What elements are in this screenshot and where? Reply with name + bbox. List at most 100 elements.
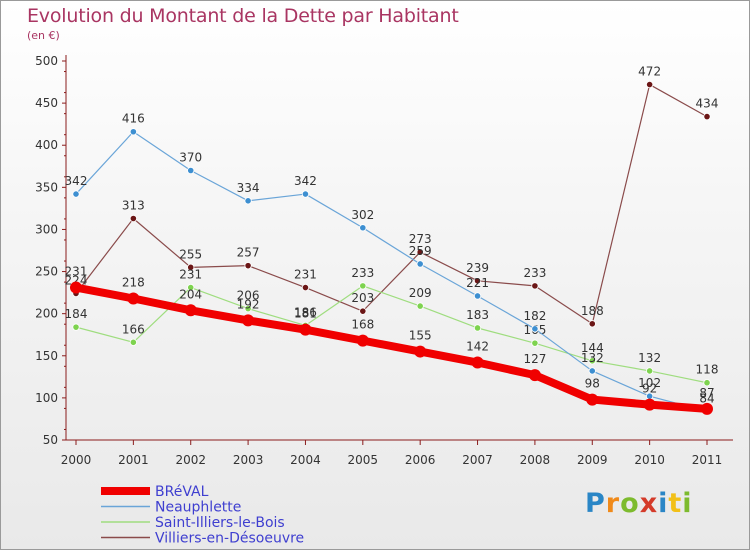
y-tick-label: 250 — [35, 265, 58, 279]
legend-label: Neauphlette — [155, 500, 241, 516]
data-label: 233 — [351, 266, 374, 280]
series-br-val: 231 218 204 192 181 168 155 142 127 98 92 87 — [65, 265, 715, 415]
x-tick-label: 2007 — [462, 453, 493, 467]
data-point — [187, 166, 195, 175]
x-tick-label: 2003 — [233, 453, 264, 467]
data-label: 334 — [237, 181, 260, 195]
data-label: 182 — [523, 309, 546, 323]
data-point — [473, 277, 482, 285]
data-label: 183 — [466, 308, 489, 322]
data-label: 98 — [585, 377, 600, 391]
data-point — [301, 283, 310, 292]
y-tick-label: 200 — [35, 307, 58, 321]
data-label: 416 — [122, 112, 145, 126]
legend-label: Saint-Illiers-le-Bois — [155, 515, 285, 531]
data-label: 257 — [237, 246, 260, 260]
data-label: 342 — [65, 174, 88, 188]
data-label: 155 — [409, 329, 432, 343]
data-point — [643, 398, 656, 411]
data-point — [531, 339, 539, 347]
x-tick-label: 2006 — [405, 453, 436, 467]
y-tick-label: 150 — [35, 349, 58, 363]
data-label: 472 — [638, 65, 661, 79]
data-label: 206 — [237, 289, 260, 303]
data-label: 132 — [581, 351, 604, 365]
data-point — [416, 302, 424, 310]
data-point — [416, 260, 424, 268]
data-label: 259 — [409, 244, 432, 258]
data-point — [471, 356, 484, 369]
data-point — [187, 263, 195, 271]
data-label: 118 — [696, 363, 719, 377]
data-point — [129, 214, 137, 223]
data-point — [359, 307, 367, 315]
data-point — [414, 345, 427, 358]
data-label: 188 — [581, 304, 604, 318]
series-line — [75, 83, 708, 325]
data-label: 84 — [699, 391, 714, 405]
data-label: 166 — [122, 322, 145, 336]
data-point — [70, 281, 82, 294]
data-label: 224 — [65, 273, 88, 287]
x-tick-label: 2002 — [175, 453, 206, 467]
data-point — [244, 305, 252, 313]
data-label: 231 — [294, 268, 317, 282]
data-point — [588, 357, 596, 365]
data-point — [359, 224, 367, 232]
data-point — [588, 367, 596, 375]
data-label: 231 — [65, 265, 88, 279]
y-tick-label: 350 — [35, 180, 58, 194]
y-tick-label: 300 — [35, 222, 58, 236]
data-label: 239 — [466, 261, 489, 275]
series-line — [75, 285, 708, 384]
y-tick-label: 50 — [43, 433, 58, 447]
data-point — [588, 320, 596, 328]
x-tick-label: 2010 — [634, 453, 665, 467]
data-point — [703, 112, 711, 121]
x-tick-label: 2009 — [577, 453, 608, 467]
data-label: 142 — [466, 340, 489, 354]
data-label: 144 — [581, 341, 604, 355]
data-label: 184 — [65, 307, 88, 321]
data-point — [531, 282, 539, 290]
data-point — [416, 248, 424, 256]
data-point — [646, 80, 654, 89]
data-point — [244, 197, 252, 205]
data-label: 221 — [466, 276, 489, 290]
data-point — [187, 283, 195, 292]
data-label: 342 — [294, 174, 317, 188]
data-label: 87 — [699, 386, 714, 400]
data-label: 218 — [122, 276, 145, 290]
legend-item: Neauphlette — [101, 500, 241, 516]
x-tick-label: 2000 — [61, 453, 92, 467]
data-point — [242, 314, 255, 327]
data-label: 434 — [696, 97, 719, 111]
data-label: 181 — [294, 307, 317, 321]
proxiti-logo: Proxiti — [585, 488, 693, 519]
data-label: 186 — [294, 305, 317, 319]
data-label: 255 — [179, 247, 202, 261]
x-tick-label: 2004 — [290, 453, 321, 467]
data-point — [129, 338, 137, 346]
chart-title: Evolution du Montant de la Dette par Hab… — [27, 5, 459, 27]
data-label: 132 — [638, 351, 661, 365]
data-point — [646, 367, 654, 375]
y-tick-label: 100 — [35, 391, 58, 405]
x-tick-label: 2011 — [692, 453, 723, 467]
data-point — [299, 323, 312, 336]
series-neauphlette: 342 416 370 334 342 302 259 221 182 132 102 84 — [65, 112, 715, 415]
data-label: 273 — [409, 232, 432, 246]
legend-item: BRéVAL — [101, 484, 209, 500]
data-label: 302 — [351, 208, 374, 222]
series-villiers-en-d-soeuvre: 224 313 255 257 231 203 273 239 233 188 472 434 — [65, 65, 719, 328]
data-point — [359, 282, 367, 290]
data-point — [528, 369, 541, 382]
data-point — [184, 304, 197, 317]
series-saint-illiers-le-bois: 184166231206186233209183165144132118 — [65, 266, 719, 387]
y-tick-label: 500 — [35, 54, 58, 68]
data-label: 102 — [638, 376, 661, 390]
data-point — [72, 190, 80, 198]
data-point — [356, 334, 369, 347]
legend-label: BRéVAL — [155, 484, 209, 500]
